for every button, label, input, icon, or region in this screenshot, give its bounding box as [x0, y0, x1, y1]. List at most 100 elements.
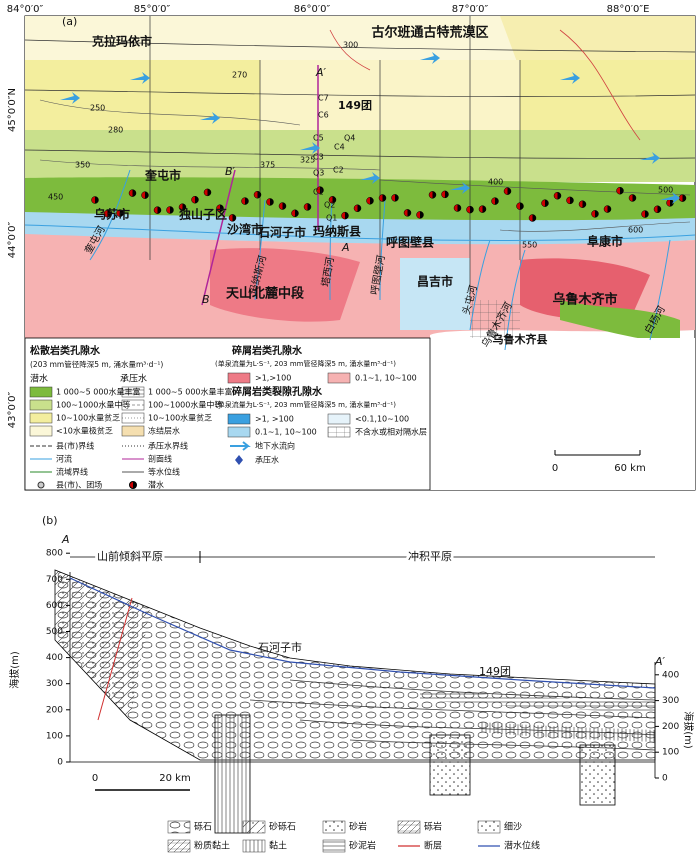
section-line-label: A′: [315, 66, 327, 79]
legend-item: <0.1,10~100: [355, 415, 409, 424]
y2-tick-label: 300: [662, 696, 679, 706]
legend-item: >1,>100: [255, 374, 291, 383]
flow-arrow: [300, 142, 320, 154]
legend-item: 细沙: [504, 821, 522, 833]
flow-arrow: [420, 52, 440, 64]
legend-item: 地下水流向: [255, 441, 295, 451]
flow-arrow: [560, 72, 580, 84]
well-dot-half: [557, 192, 561, 200]
legend-item: 断层: [424, 840, 442, 852]
well-dot-half: [582, 200, 586, 208]
lon-tick-label: 86°0′0″: [294, 4, 331, 15]
y-tick-label: 0: [57, 758, 63, 768]
legend-item: 河流: [56, 454, 72, 464]
well-dot-half: [357, 204, 361, 212]
legend-item: 砾石: [194, 821, 212, 833]
contour-label: 280: [108, 126, 123, 135]
well-label: Q4: [344, 134, 355, 143]
cross-section: [54, 551, 656, 853]
lat-tick-label: 44°0′0″: [7, 222, 18, 259]
well-dot-half: [482, 205, 486, 213]
well-dot-half: [620, 187, 624, 195]
legend-item: 砂岩: [349, 821, 367, 833]
legend-item: 县(市)界线: [56, 441, 94, 451]
contour-label: 270: [232, 71, 247, 80]
legend-note: (单泉流量为L·S⁻¹, 203 mm管径降深5 m, 涌水量m³·d⁻¹): [215, 400, 396, 409]
legend-item: 承压水界线: [148, 441, 188, 451]
well-dot-half: [207, 188, 212, 196]
well-dot-half: [170, 206, 174, 214]
well-dot-half: [232, 214, 236, 222]
well-dot-half: [682, 194, 687, 202]
well-dot-half: [220, 204, 224, 212]
well-dot-half: [320, 186, 324, 194]
place-label: 石河子市: [257, 225, 306, 240]
place-label: 149团: [479, 665, 511, 678]
place-label: 乌鲁木齐县: [493, 332, 548, 346]
well-dot-half: [632, 194, 636, 202]
y2-tick-label: 400: [662, 670, 679, 680]
well-dot-half: [295, 209, 299, 217]
flow-arrow: [660, 192, 680, 204]
contour-label: 350: [75, 161, 90, 170]
legend-item: 10~100水量贫乏: [56, 413, 120, 423]
contour-label: 300: [343, 41, 358, 50]
well-label: Q1: [326, 214, 337, 223]
well-dot-half: [282, 202, 286, 210]
well-dot-half: [270, 198, 274, 206]
lat-tick-label: 43°0′0″: [7, 392, 18, 429]
place-label: 阜康市: [587, 234, 623, 249]
y2-axis-title: 海拔(m): [682, 711, 695, 749]
y-tick-label: 500: [46, 627, 63, 637]
legend: [24, 337, 641, 491]
y-tick-label: 800: [46, 549, 63, 559]
panel-label: (b): [42, 514, 58, 527]
legend-item: 0.1~1, 10~100: [255, 428, 317, 437]
well-dot-half: [345, 212, 349, 220]
legend-title: 碎屑岩类孔隙水: [232, 344, 303, 357]
place-label: 独山子区: [178, 207, 227, 222]
flow-arrow: [130, 72, 150, 84]
well-dot-half: [520, 202, 524, 210]
legend-item: 剖面线: [148, 454, 172, 464]
section-line-label: B: [202, 293, 210, 306]
well-dot-half: [607, 205, 612, 213]
well-label: C4: [334, 143, 345, 152]
section-start: A: [61, 533, 70, 546]
section-end: A′: [654, 655, 666, 668]
contour-label: 550: [522, 241, 537, 250]
well-dot-half: [457, 204, 462, 212]
legend-item: 粉质黏土: [194, 840, 230, 852]
well-label: Q3: [313, 169, 324, 178]
well-label: Q2: [324, 201, 335, 210]
place-label: 克拉玛依市: [92, 34, 152, 49]
well-dot-half: [307, 203, 311, 211]
zone-label: 山前倾斜平原: [97, 549, 163, 563]
well-dot-half: [670, 199, 674, 207]
legend-item: 1 000~5 000水量丰富: [56, 387, 141, 397]
legend-item: 冻结层水: [148, 426, 180, 436]
place-label: 玛纳斯县: [313, 224, 361, 239]
well-dot-half: [182, 203, 187, 211]
well-dot-half: [507, 187, 511, 195]
legend-item: 砾岩: [424, 821, 442, 833]
well-dot-half: [95, 196, 99, 204]
legend-item: <10水量极贫乏: [56, 426, 113, 436]
y-tick-label: 300: [46, 679, 63, 689]
well-dot-half: [257, 191, 262, 199]
legend-item: 流域界线: [56, 467, 88, 477]
legend-item: 10~100水量贫乏: [148, 413, 212, 423]
legend-item: 1 000~5 000水量丰富: [148, 387, 233, 397]
contour-label: 325: [300, 156, 315, 165]
legend-item: 不含水或相对隔水层: [355, 427, 427, 437]
legend-item: 100~1000水量中等: [148, 400, 222, 410]
well-label: C6: [318, 111, 329, 120]
well-dot-half: [245, 197, 249, 205]
legend-item: 砂砾石: [269, 821, 296, 833]
legend-item: 100~1000水量中等: [56, 400, 130, 410]
well-dot-half: [470, 206, 474, 214]
place-label: 沙湾市: [227, 222, 263, 237]
well-dot-half: [657, 205, 661, 213]
panel-label: (a): [62, 15, 77, 28]
place-label: 奎屯市: [144, 168, 181, 183]
